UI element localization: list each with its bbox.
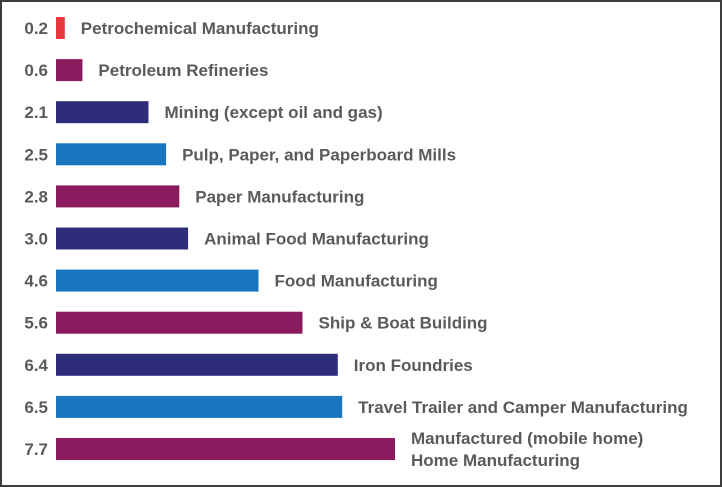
category-label-6: Animal Food Manufacturing (204, 230, 429, 249)
value-label-5: 2.8 (24, 187, 48, 206)
value-label-8: 5.6 (24, 314, 48, 333)
bar-3 (56, 101, 149, 124)
category-label-11-line-1: Manufactured (mobile home) (411, 429, 643, 448)
category-label-11-line-2: Home Manufacturing (411, 451, 580, 470)
bar-10 (56, 395, 343, 418)
category-label-3: Mining (except oil and gas) (164, 103, 382, 122)
value-label-6: 3.0 (24, 230, 48, 249)
bar-9 (56, 353, 338, 376)
bar-1 (56, 17, 65, 39)
value-label-7: 4.6 (24, 272, 48, 291)
value-label-10: 6.5 (24, 398, 48, 417)
bar-11 (56, 438, 395, 460)
category-label-1: Petrochemical Manufacturing (81, 19, 319, 38)
value-label-4: 2.5 (24, 145, 48, 164)
bar-7 (56, 269, 259, 292)
bar-6 (56, 227, 189, 250)
value-label-11: 7.7 (24, 440, 48, 459)
bar-2 (56, 59, 83, 82)
bar-5 (56, 185, 180, 208)
value-label-9: 6.4 (24, 356, 48, 375)
category-label-2: Petroleum Refineries (98, 61, 268, 80)
category-label-10: Travel Trailer and Camper Manufacturing (358, 398, 688, 417)
category-label-8: Ship & Boat Building (319, 314, 488, 333)
category-label-9: Iron Foundries (354, 356, 473, 375)
category-label-4: Pulp, Paper, and Paperboard Mills (182, 145, 456, 164)
bar-8 (56, 311, 303, 334)
value-label-3: 2.1 (24, 103, 48, 122)
category-label-7: Food Manufacturing (275, 272, 438, 291)
value-label-2: 0.6 (24, 61, 48, 80)
category-label-5: Paper Manufacturing (195, 187, 364, 206)
value-label-1: 0.2 (24, 19, 48, 38)
bar-4 (56, 143, 167, 166)
